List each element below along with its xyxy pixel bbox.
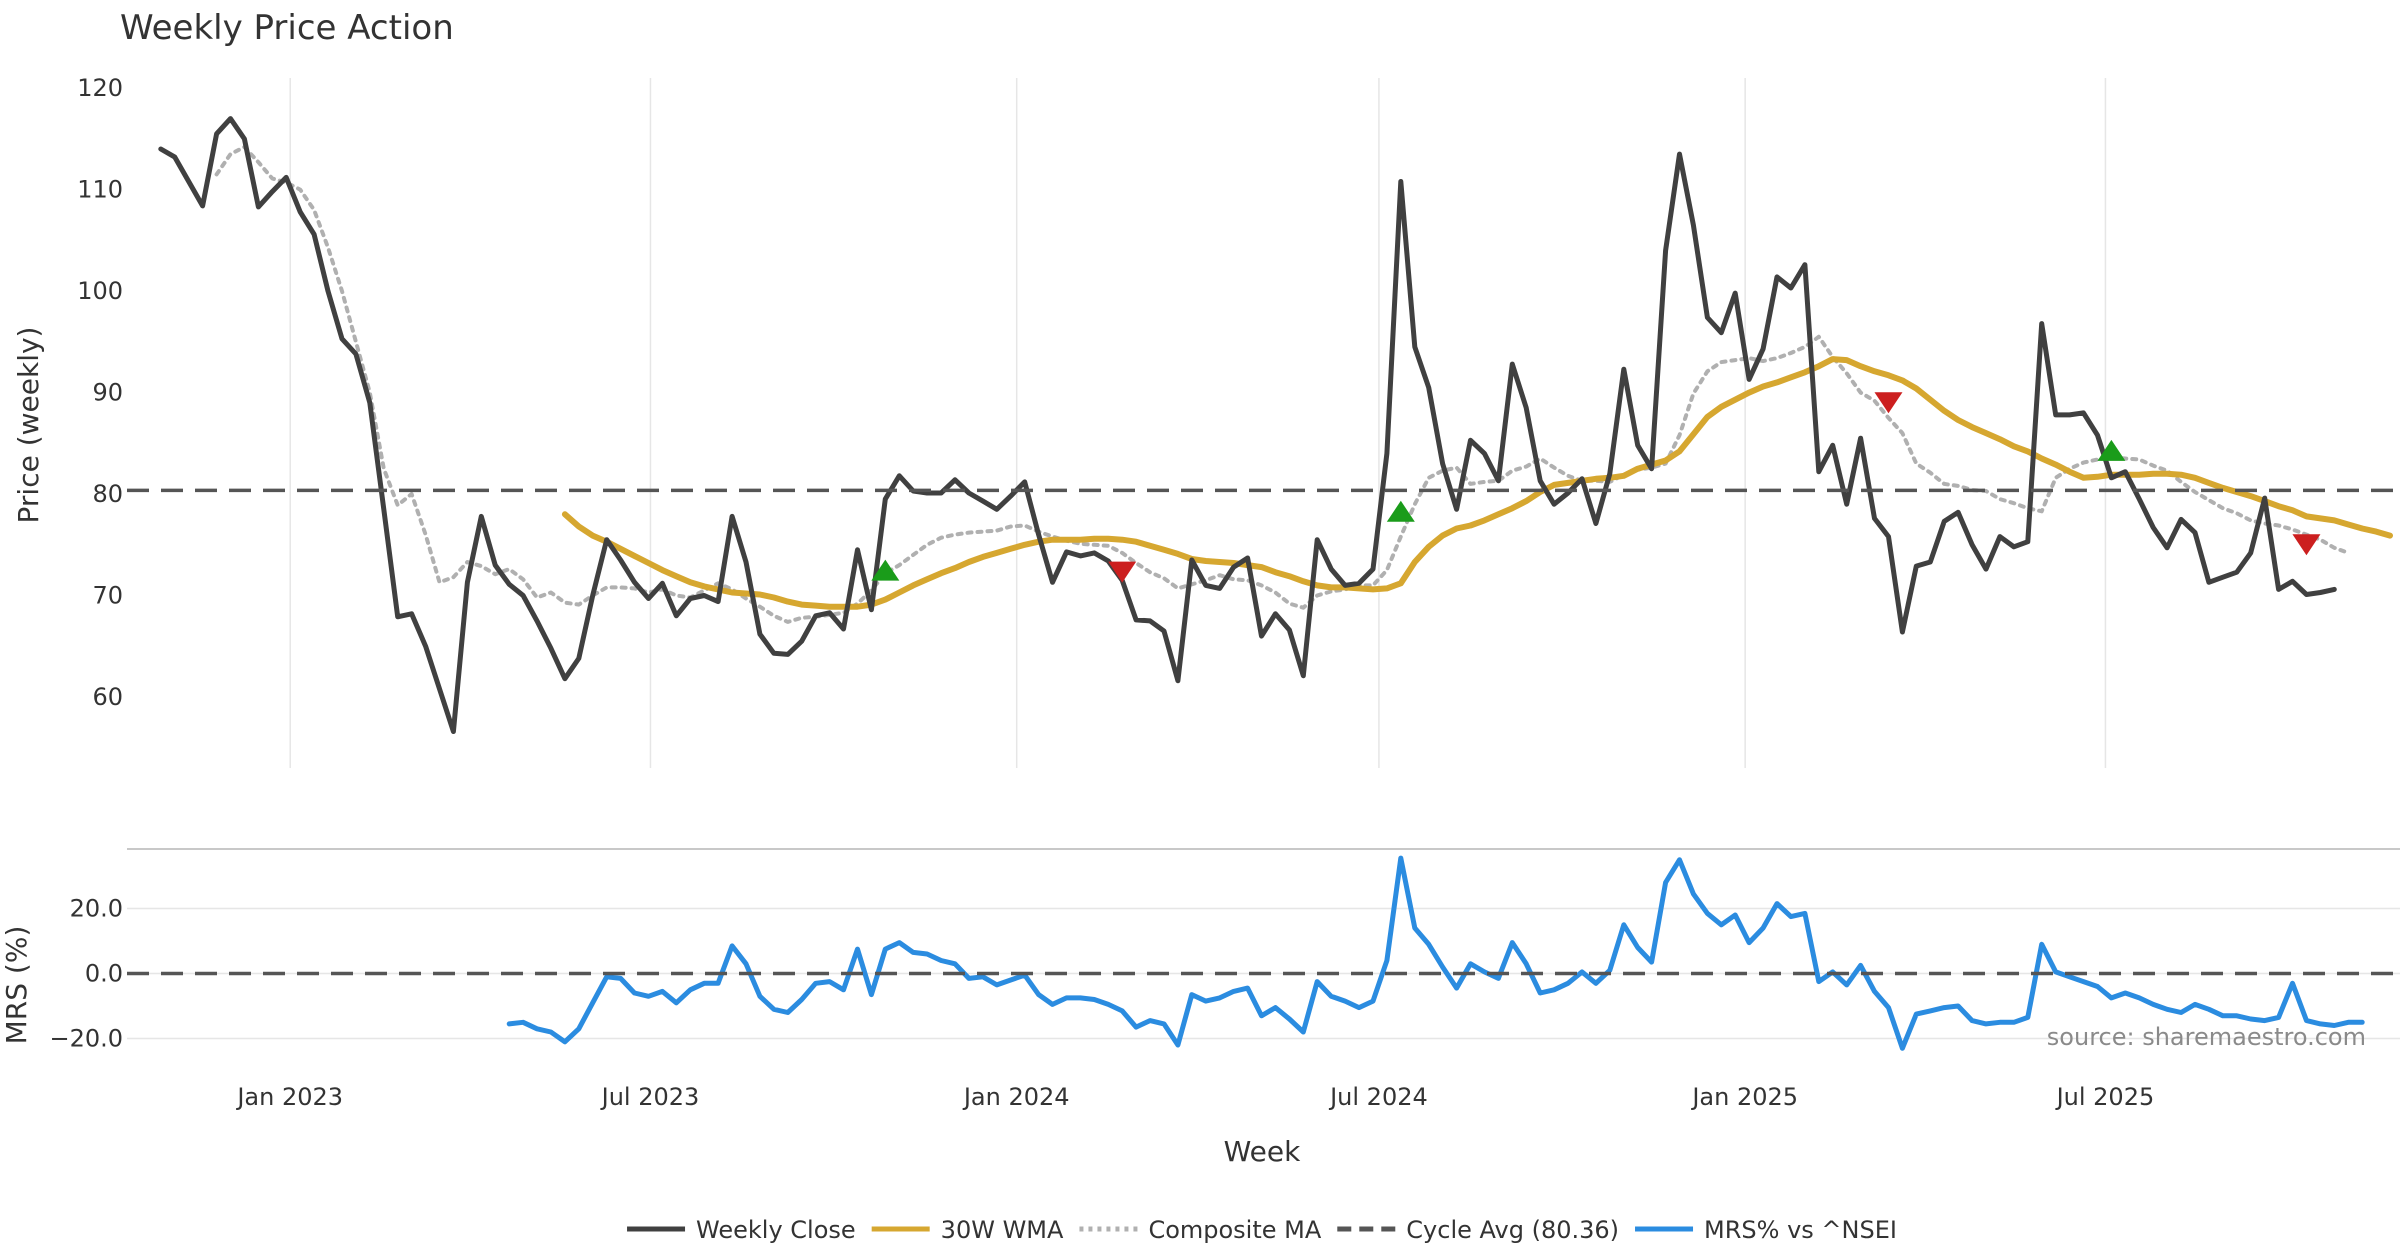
price-y-tick-label: 80 [92, 480, 123, 508]
grid-layer [127, 78, 2400, 1040]
signal-layer [871, 392, 2321, 583]
price-y-tick-label: 110 [77, 176, 123, 204]
legend-label-composite-ma: Composite MA [1148, 1216, 1321, 1244]
legend-label-cycle-avg-80-36: Cycle Avg (80.36) [1406, 1216, 1619, 1244]
x-tick-label: Jul 2024 [1328, 1083, 1428, 1111]
x-tick-label: Jul 2025 [2055, 1083, 2155, 1111]
legend-label-mrs-vs-nsei: MRS% vs ^NSEI [1704, 1216, 1897, 1244]
buy-signal-marker [1386, 500, 1415, 522]
buy-signal-marker [2097, 439, 2126, 461]
mrs-y-tick-label: 0.0 [85, 960, 123, 988]
buy-signal-marker [871, 559, 900, 581]
sell-signal-marker [1874, 392, 1903, 414]
mrs-y-tick-label: −20.0 [49, 1025, 123, 1053]
sell-signal-marker [1108, 561, 1137, 583]
x-axis-title: Week [1224, 1135, 1301, 1168]
legend-label-30w-wma: 30W WMA [941, 1216, 1064, 1244]
series-weekly-close [158, 116, 2337, 734]
price-y-axis-title: Price (weekly) [12, 327, 45, 524]
price-y-tick-label: 90 [92, 379, 123, 407]
mrs-y-axis-title: MRS (%) [0, 926, 33, 1045]
x-tick-label: Jan 2025 [1690, 1083, 1798, 1111]
legend-label-weekly-close: Weekly Close [696, 1216, 856, 1244]
price-y-tick-label: 70 [92, 582, 123, 610]
sell-signal-marker [2292, 534, 2321, 556]
series-mrs-vs-nsei [506, 855, 2365, 1051]
chart-title: Weekly Price Action [120, 8, 454, 48]
price-y-tick-label: 100 [77, 277, 123, 305]
series-30w-wma [561, 356, 2393, 610]
x-tick-label: Jul 2023 [600, 1083, 700, 1111]
price-y-tick-label: 120 [77, 74, 123, 102]
source-note: source: sharemaestro.com [2047, 1023, 2366, 1051]
x-tick-label: Jan 2024 [962, 1083, 1070, 1111]
series-composite-ma [214, 145, 2351, 624]
axis-layer: Jan 2023 Jul 2023 Jan 2024 Jul 2024 Jan 2025… [49, 74, 2154, 1111]
mrs-y-tick-label: 20.0 [70, 895, 123, 923]
series-layer [127, 116, 2400, 1051]
legend: Weekly Close 30W WMA Composite MA Cycle Avg… [627, 1216, 1897, 1244]
price-y-tick-label: 60 [92, 683, 123, 711]
x-tick-label: Jan 2023 [235, 1083, 343, 1111]
